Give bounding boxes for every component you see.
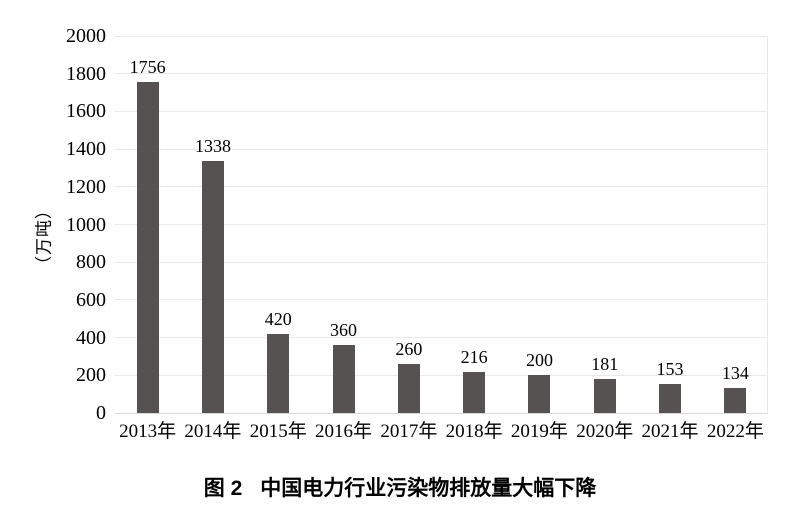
bar-2013年 [136, 82, 159, 413]
bar-value-label: 216 [460, 347, 488, 368]
figure-caption-number: 图 2 [203, 477, 243, 500]
gridline [115, 224, 768, 225]
bar-value-label: 153 [656, 359, 684, 380]
y-tick-label: 600 [76, 288, 106, 311]
x-axis-line [115, 412, 768, 414]
bar-2018年 [463, 372, 486, 413]
x-tick-label: 2018年 [445, 421, 503, 442]
bar-2022年 [724, 387, 747, 413]
gridline [115, 73, 768, 75]
bar-value-label: 360 [330, 320, 358, 341]
y-tick-label: 200 [76, 364, 106, 387]
bar-value-label: 134 [721, 362, 749, 383]
gridline [115, 110, 768, 112]
bar-2017年 [397, 364, 420, 413]
bar-2021年 [659, 384, 682, 413]
x-tick-label: 2015年 [249, 421, 307, 442]
x-tick-label: 2020年 [576, 421, 634, 442]
figure-caption-text: 中国电力行业污染物排放量大幅下降 [260, 477, 597, 500]
y-tick-label: 2000 [66, 25, 106, 47]
y-axis-tick-labels: 0 200 400 600 800 1000 1200 1400 1600 1800 2000 [0, 0, 106, 527]
x-tick-label: 2017年 [380, 421, 438, 442]
y-tick-label: 400 [76, 326, 106, 349]
y-tick-label: 1800 [66, 62, 106, 85]
bar-value-label: 200 [525, 350, 553, 371]
y-tick-label: 1000 [66, 213, 106, 236]
x-tick-label: 2019年 [510, 421, 568, 442]
bar-value-label: 1338 [194, 135, 231, 156]
bar-value-label: 181 [591, 353, 619, 374]
plot-area: 1756 1338 420 360 260 216 200 181 153 134 [115, 35, 768, 414]
bar-value-label: 260 [395, 339, 423, 359]
x-tick-label: 2014年 [184, 421, 242, 442]
y-tick-label: 1600 [66, 100, 106, 123]
x-tick-label: 2016年 [315, 421, 373, 442]
gridline [115, 299, 768, 301]
bar-value-label: 1756 [129, 57, 166, 77]
bar-2020年 [593, 378, 616, 413]
gridline [115, 337, 768, 339]
gridline [115, 35, 768, 37]
x-tick-label: 2021年 [641, 421, 699, 442]
bar-value-label: 420 [264, 308, 292, 329]
gridline [115, 374, 768, 376]
x-tick-label: 2022年 [706, 421, 764, 442]
y-tick-label: 1400 [66, 138, 106, 161]
gridline [115, 148, 768, 150]
gridline [115, 261, 768, 263]
bar-2019年 [528, 375, 551, 413]
bar-2016年 [332, 345, 355, 413]
gridline [115, 186, 768, 188]
y-tick-label: 0 [96, 402, 106, 424]
figure-caption: 图 2 中国电力行业污染物排放量大幅下降 [0, 472, 800, 502]
bar-2014年 [201, 160, 224, 413]
bar-2015年 [267, 333, 290, 413]
y-tick-label: 800 [76, 251, 106, 274]
x-tick-label: 2013年 [119, 421, 177, 442]
y-tick-label: 1200 [66, 175, 106, 198]
